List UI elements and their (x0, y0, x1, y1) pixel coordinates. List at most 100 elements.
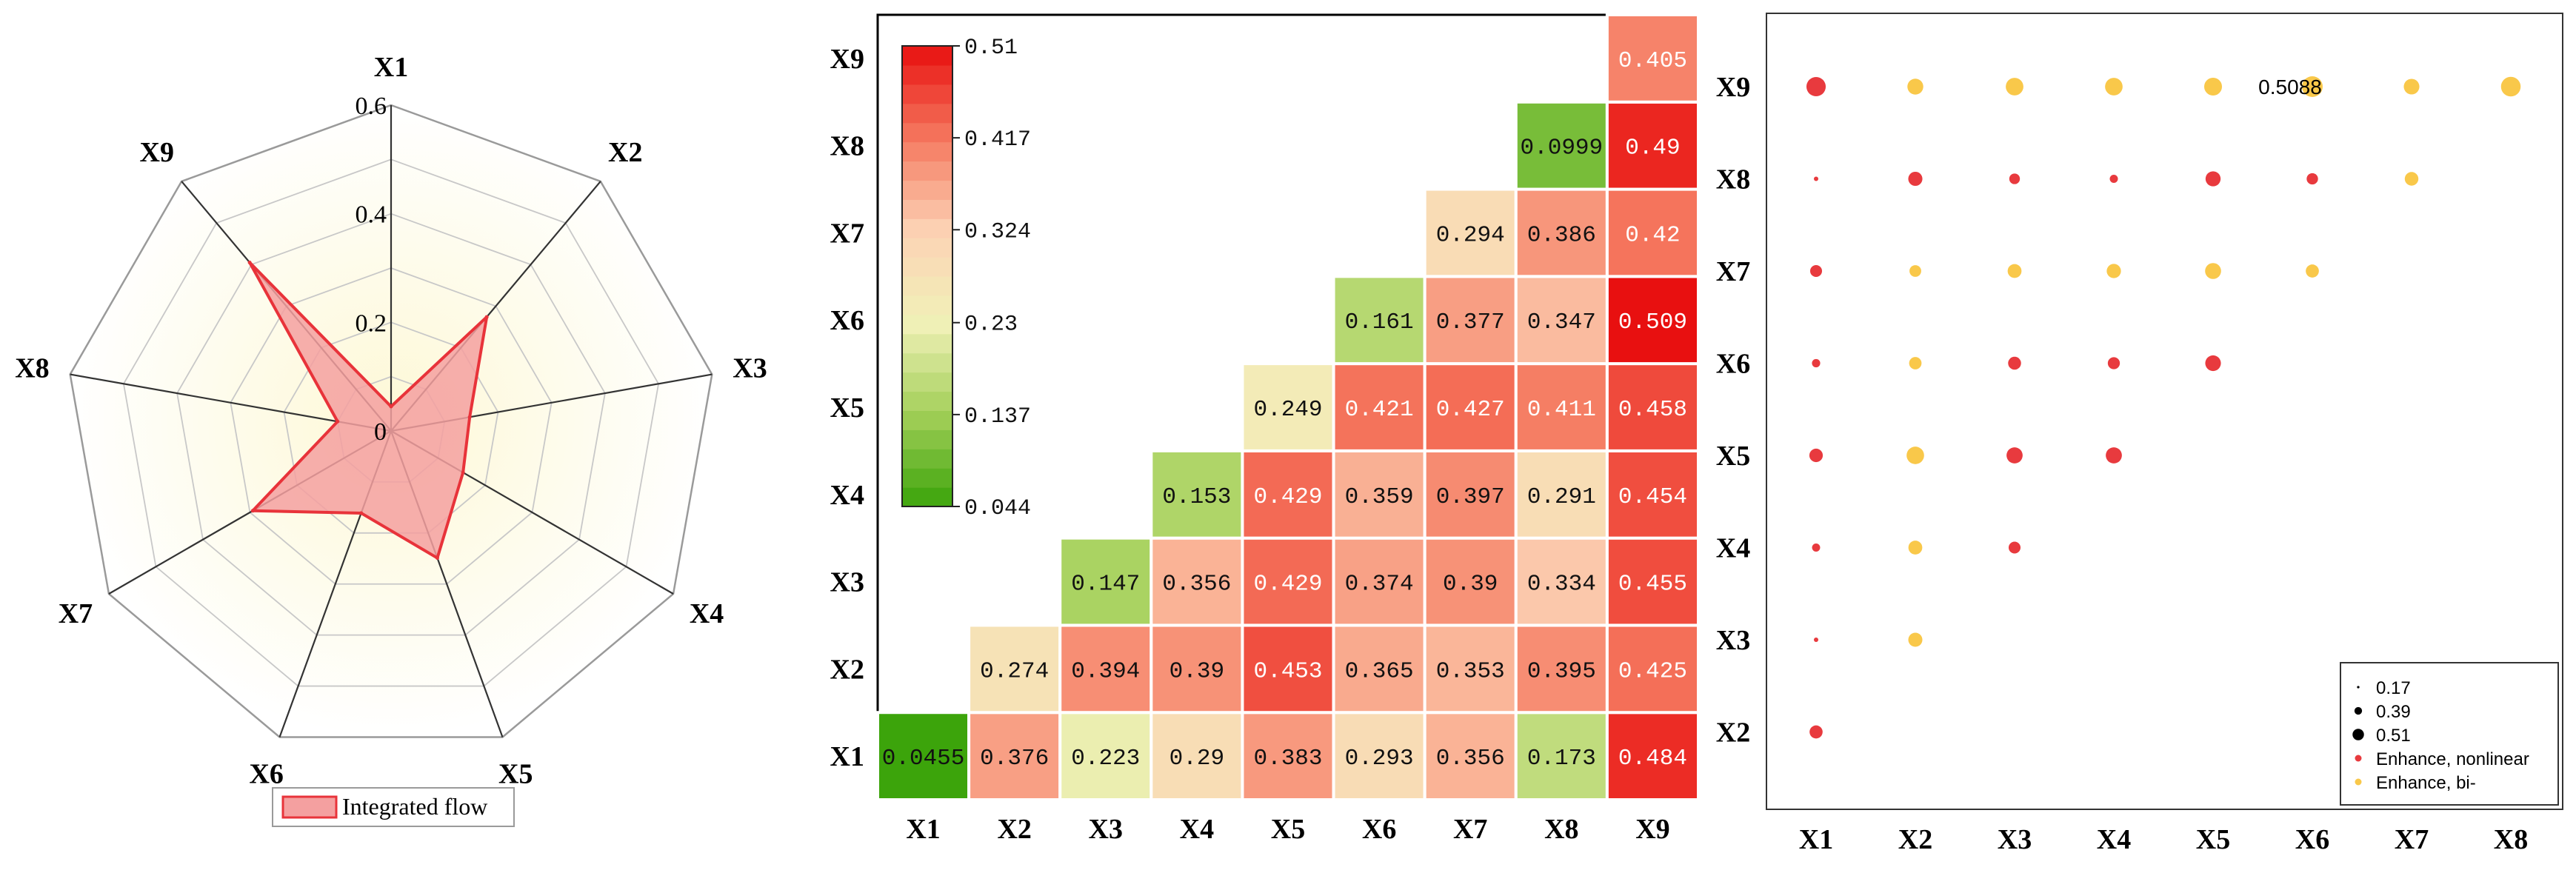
radar-grid (69, 104, 713, 738)
radar-series-points (247, 260, 489, 561)
heatmap-cell-label: 0.377 (1436, 310, 1505, 335)
colorbar-segment (902, 180, 952, 200)
heatmap-cell (1514, 362, 1609, 452)
heatmap-cell-label: 0.365 (1345, 658, 1414, 684)
heatmap-cell-label: 0.429 (1253, 484, 1322, 510)
colorbar-segment (902, 103, 952, 124)
heatmap-y-tick-label: X2 (830, 654, 864, 685)
bubble-legend-size-marker (2354, 706, 2363, 715)
heatmap-cell-label: 0.394 (1071, 658, 1140, 684)
bubble-point (1812, 358, 1821, 368)
heatmap-cell-label: 0.356 (1436, 746, 1505, 772)
heatmap-cell (1332, 536, 1427, 627)
heatmap-cell (1149, 536, 1244, 627)
heatmap-cell-label: 0.383 (1253, 746, 1322, 772)
heatmap-cell-label: 0.291 (1527, 484, 1596, 510)
bubble-point (2009, 173, 2021, 184)
heatmap-cell (1423, 536, 1518, 627)
heatmap-cell-label: 0.458 (1618, 397, 1687, 423)
radar-axis-label: X3 (733, 353, 767, 384)
heatmap-cells: 0.0455 0.376 0.223 0.29 0.383 0.293 0.356 0.173… (876, 13, 1701, 802)
heatmap-cell-label: 0.359 (1345, 484, 1414, 510)
bubble-point (2306, 173, 2318, 185)
heatmap-cell-label: 0.353 (1436, 658, 1505, 684)
bubble-legend-size-label: 0.39 (2376, 702, 2411, 722)
heatmap-cell-label: 0.274 (980, 658, 1049, 684)
heatmap-cell (1605, 362, 1701, 452)
heatmap-cell (1605, 275, 1701, 366)
colorbar-segment (902, 238, 952, 258)
radar-radial-ticks: 0 0.2 0.4 0.6 (356, 93, 387, 446)
heatmap-cell-label: 0.161 (1345, 310, 1414, 335)
bubble-y-tick-labels: X2 X3 X4 X5 X6 X7 X8 X9 (1716, 72, 1750, 749)
radar-rtick-label: 0.6 (356, 93, 387, 120)
bubble-legend-color-label: Enhance, bi- (2376, 773, 2476, 793)
heatmap-cell-label: 0.376 (980, 746, 1049, 772)
bubble-point (2105, 78, 2123, 96)
heatmap-cell (1423, 449, 1518, 540)
bubble-point (2006, 447, 2023, 464)
heatmap-cell-label: 0.484 (1618, 746, 1687, 772)
bubble-point (2106, 447, 2122, 464)
bubble-point (1806, 76, 1826, 97)
bubble-point (1908, 171, 1923, 187)
heatmap-cell (1332, 711, 1427, 802)
heatmap-x-tick-labels: X1 X2 X3 X4 X5 X6 X7 X8 X9 (906, 814, 1669, 845)
radar-point (250, 509, 255, 513)
heatmap-cell (1332, 275, 1427, 366)
colorbar-segment (902, 372, 952, 392)
heatmap-cell-label: 0.347 (1527, 310, 1596, 335)
radar-axis-label: X4 (690, 598, 724, 629)
heatmap-cell-label: 0.223 (1071, 746, 1140, 772)
heatmap-y-tick-label: X3 (830, 567, 864, 598)
heatmap-cell (1514, 623, 1609, 715)
colorbar-segment (902, 333, 952, 354)
heatmap-cell (1332, 623, 1427, 715)
heatmap-cell-label: 0.397 (1436, 484, 1505, 510)
bubble-y-tick-label: X8 (1716, 164, 1750, 195)
heatmap-cell-label: 0.427 (1436, 397, 1505, 423)
heatmap-cell (1423, 711, 1518, 802)
heatmap-cell (876, 711, 971, 802)
heatmap-y-tick-labels: X1 X2 X3 X4 X5 X6 X7 X8 X9 (830, 44, 864, 772)
bubble-point (2008, 356, 2021, 370)
radar-axis-label: X5 (498, 758, 533, 789)
bubble-point (2008, 541, 2021, 554)
heatmap-cell (1058, 536, 1153, 627)
radar-grid-ring (122, 158, 660, 687)
colorbar-segment (902, 64, 952, 85)
bubble-y-tick-label: X5 (1716, 441, 1750, 472)
bubble-x-tick-label: X2 (1898, 824, 1932, 855)
bubble-point (2306, 264, 2319, 278)
bubble-x-tick-label: X4 (2097, 824, 2131, 855)
colorbar-segment (902, 46, 952, 66)
bubble-legend-size-label: 0.51 (2376, 726, 2411, 746)
bubble-point (2301, 76, 2323, 98)
heatmap-cell-label: 0.42 (1625, 222, 1680, 248)
bubble-point (1809, 264, 1823, 278)
bubble-point (1907, 78, 1923, 95)
heatmap-cell-label: 0.29 (1169, 746, 1224, 772)
colorbar-border (901, 45, 953, 507)
radar-axis-label: X7 (59, 598, 93, 629)
colorbar-segment (902, 84, 952, 104)
bubble-point (2106, 264, 2121, 278)
heatmap-y-tick-label: X8 (830, 131, 864, 162)
bubble-point (1909, 357, 1922, 369)
heatmap-cell-label: 0.454 (1618, 484, 1687, 510)
bubble-annotation: 0.5088 (2258, 76, 2322, 98)
bubble-legend-color-marker (2355, 755, 2362, 762)
colorbar-tick-label: 0.044 (964, 496, 1031, 521)
heatmap-cell-label: 0.374 (1345, 572, 1414, 598)
heatmap-cell (1605, 536, 1701, 627)
bubble-legend-color-label: Enhance, nonlinear (2376, 749, 2529, 769)
bubble-x-tick-label: X3 (1998, 824, 2032, 855)
heatmap-cell-label: 0.455 (1618, 572, 1687, 598)
radar-point (467, 415, 472, 419)
bubble-point (2109, 175, 2118, 183)
heatmap-cell (1514, 536, 1609, 627)
heatmap-y-tick-label: X6 (830, 305, 864, 336)
bubble-legend-size-marker (2352, 729, 2364, 740)
bubble-x-tick-label: X1 (1799, 824, 1833, 855)
